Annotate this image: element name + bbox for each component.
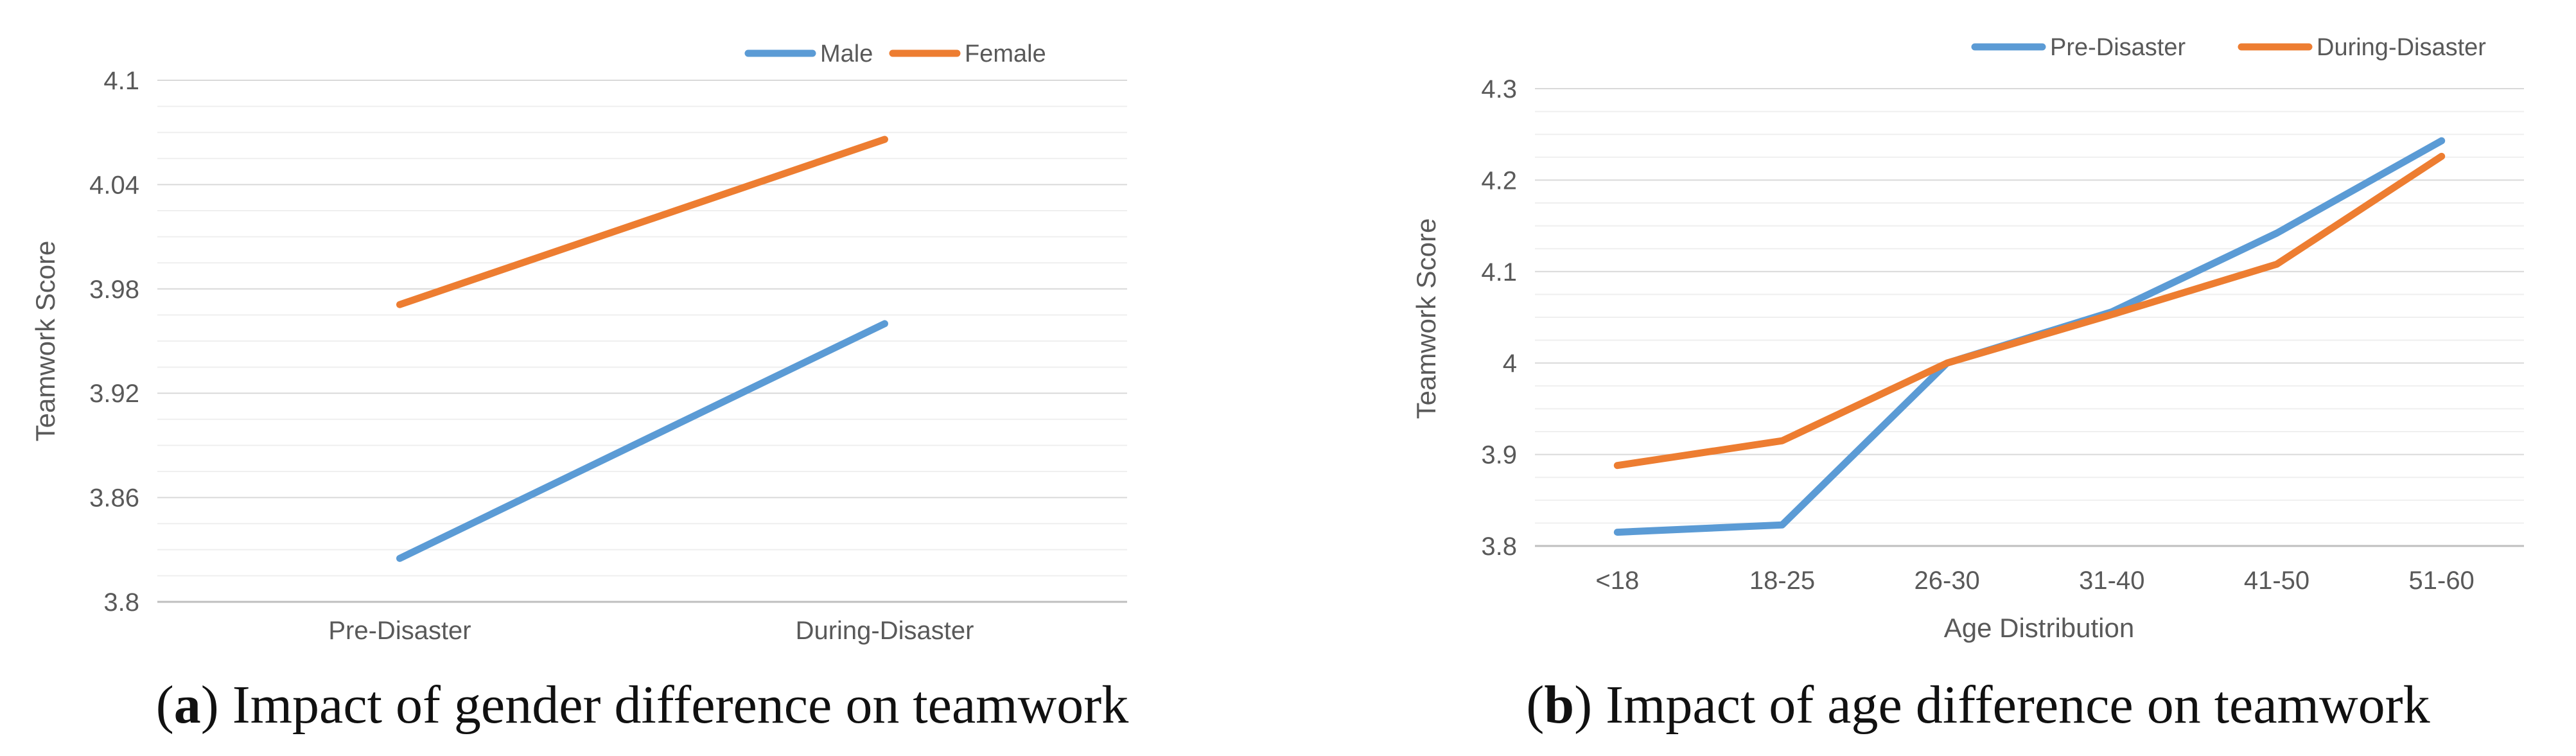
y-tick-label: 3.8: [1481, 532, 1517, 561]
caption-letter: a: [174, 675, 201, 735]
x-tick-label: 31-40: [2079, 567, 2144, 595]
x-tick-label: 41-50: [2244, 567, 2309, 595]
y-tick-label: 3.98: [89, 276, 139, 304]
y-tick-label: 4.1: [103, 67, 139, 95]
y-tick-label: 4.1: [1481, 258, 1517, 286]
gridlines: [157, 80, 1127, 603]
legend: Pre-Disaster During-Disaster: [1971, 34, 2486, 61]
y-tick-label: 3.9: [1481, 441, 1517, 470]
gridlines: [1535, 88, 2524, 547]
y-tick-label: 4.3: [1481, 75, 1517, 103]
caption-text: Impact of gender difference on teamwork: [219, 675, 1128, 735]
y-tick-label: 4.04: [89, 171, 139, 199]
y-tick-label: 3.86: [89, 484, 139, 513]
y-axis-title: Teamwork Score: [30, 241, 60, 442]
caption-text: Impact of age difference on teamwork: [1592, 675, 2430, 735]
x-tick-label: 18-25: [1749, 567, 1815, 595]
caption-open-paren: (: [156, 675, 174, 735]
series-line-female: [396, 136, 888, 308]
legend-label: Male: [820, 40, 873, 67]
y-tick-label: 3.92: [89, 380, 139, 408]
legend-label: Female: [965, 40, 1046, 67]
figure-caption: (b) Impact of age difference on teamwork: [1526, 675, 2430, 735]
x-axis-title: Age Distribution: [1944, 613, 2134, 643]
caption-close-paren: ): [201, 675, 219, 735]
legend: Male Female: [744, 40, 1046, 67]
y-tick-label: 4.2: [1481, 166, 1517, 195]
x-tick-label: Pre-Disaster: [328, 617, 471, 645]
figure-caption: (a) Impact of gender difference on teamw…: [156, 675, 1128, 735]
caption-close-paren: ): [1574, 675, 1592, 735]
caption-letter: b: [1544, 675, 1574, 735]
y-tick-label: 4: [1503, 349, 1517, 378]
legend-label: During-Disaster: [2317, 34, 2486, 61]
y-tick-label: 3.8: [103, 588, 139, 617]
x-tick-label: <18: [1595, 567, 1639, 595]
series-line-male: [396, 320, 888, 562]
x-tick-label: During-Disaster: [796, 617, 974, 645]
x-tick-label: 51-60: [2409, 567, 2475, 595]
series-line-during-disaster: [1613, 152, 2446, 470]
chart-age-teamwork: 3.8 3.9 4 4.1 4.2 4.3 <18 18-25 26-30 31-40 41-50 5…: [1411, 34, 2524, 735]
legend-label: Pre-Disaster: [2050, 34, 2186, 61]
x-tick-label: 26-30: [1914, 567, 1980, 595]
chart-gender-teamwork: 3.8 3.86 3.92 3.98 4.04 4.1 Pre-Disaster During…: [30, 40, 1128, 735]
caption-open-paren: (: [1526, 675, 1544, 735]
y-axis-title: Teamwork Score: [1411, 218, 1441, 419]
